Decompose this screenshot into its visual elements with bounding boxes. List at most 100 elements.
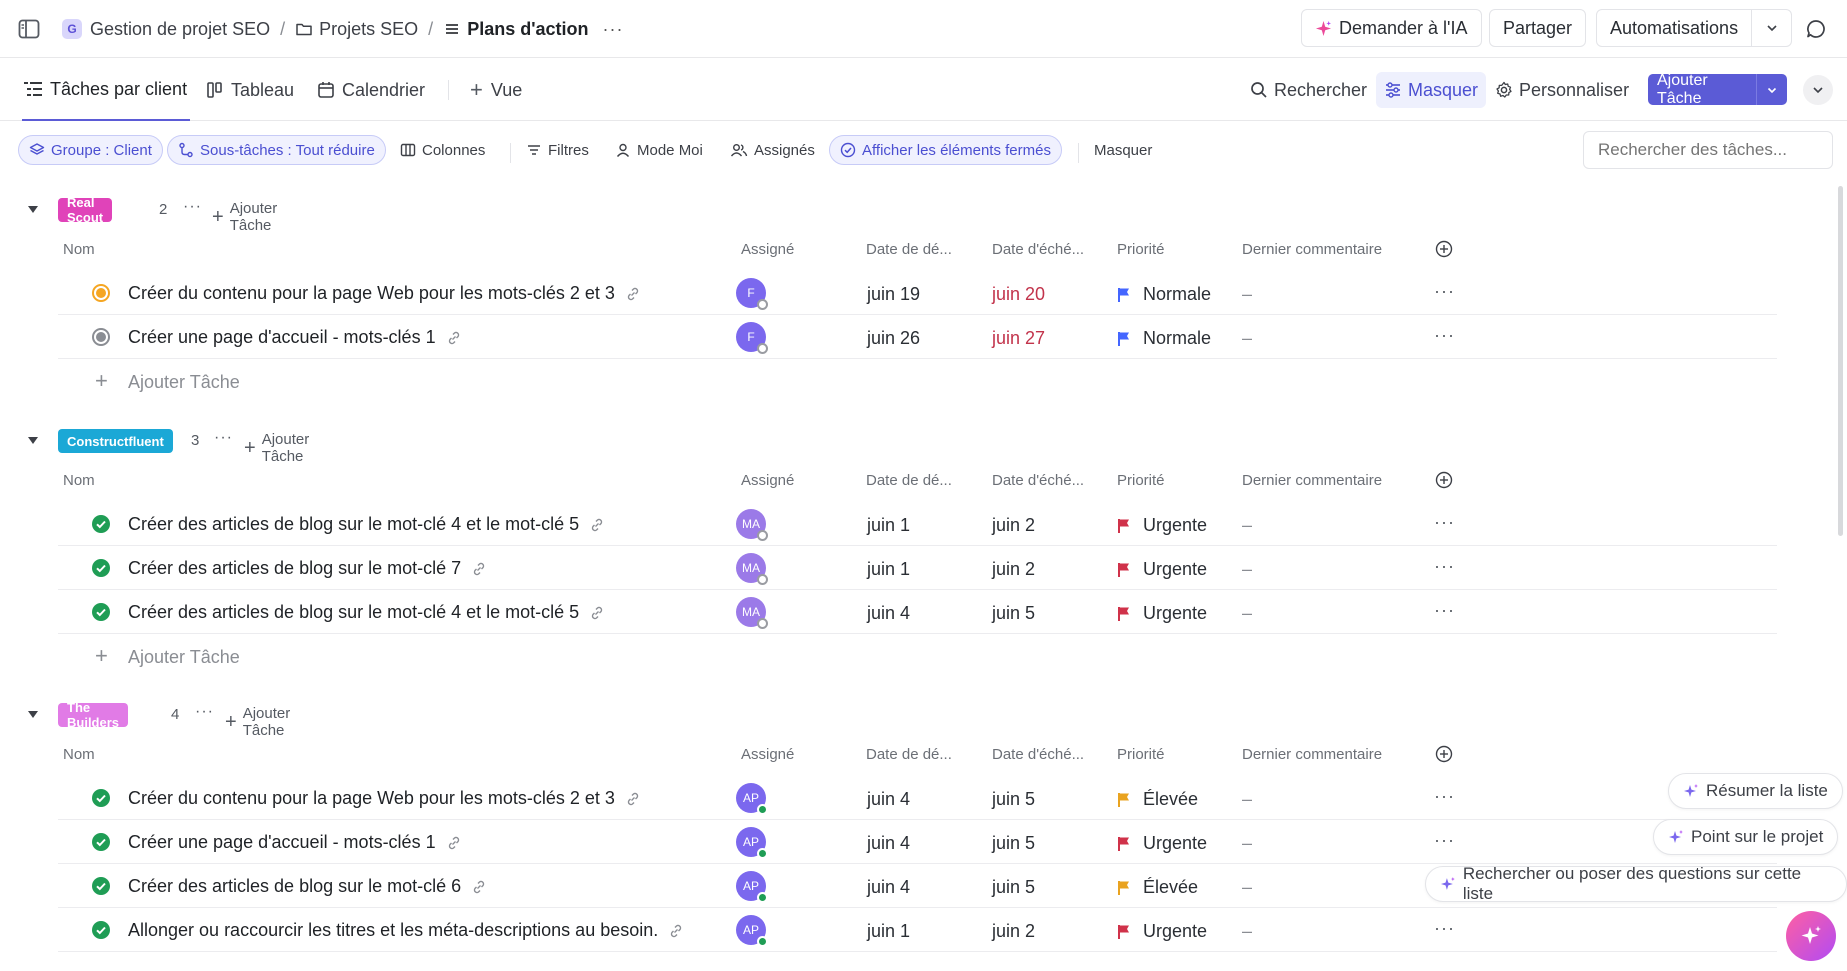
summarize-list-button[interactable]: Résumer la liste	[1668, 773, 1843, 809]
me-mode-button[interactable]: Mode Moi	[605, 135, 713, 165]
automations-button[interactable]: Automatisations	[1596, 9, 1752, 47]
automations-dropdown[interactable]	[1752, 9, 1792, 47]
column-assignee[interactable]: Assigné	[741, 241, 795, 258]
column-latest-comment[interactable]: Dernier commentaire	[1242, 241, 1383, 258]
link-icon[interactable]	[471, 879, 487, 895]
due-date[interactable]: juin 2	[992, 921, 1036, 941]
tab-calendar[interactable]: Calendrier	[316, 59, 425, 121]
priority-cell[interactable]: Urgente	[1117, 559, 1207, 580]
sidebar-toggle-icon[interactable]	[18, 19, 40, 39]
priority-cell[interactable]: Urgente	[1117, 603, 1207, 624]
task-name[interactable]: Allonger ou raccourcir les titres et les…	[128, 920, 659, 940]
start-date[interactable]: juin 1	[867, 559, 911, 579]
column-due-date[interactable]: Date d'éché...	[992, 746, 1085, 763]
subtasks-chip[interactable]: Sous-tâches : Tout réduire	[167, 135, 386, 165]
due-date[interactable]: juin 5	[992, 789, 1036, 809]
hide-button[interactable]: Masquer	[1376, 72, 1487, 108]
priority-cell[interactable]: Urgente	[1117, 515, 1207, 536]
task-name[interactable]: Créer une page d'accueil - mots-clés 1	[128, 327, 436, 347]
add-column-icon[interactable]	[1435, 240, 1453, 258]
column-latest-comment[interactable]: Dernier commentaire	[1242, 472, 1383, 489]
row-more-icon[interactable]: ···	[1434, 325, 1455, 345]
tab-tasks-by-client[interactable]: Tâches par client	[22, 59, 190, 121]
task-row[interactable]: Créer une page d'accueil - mots-clés 1 F…	[58, 315, 1777, 359]
column-assignee[interactable]: Assigné	[741, 472, 795, 489]
tab-board[interactable]: Tableau	[205, 59, 294, 121]
due-date[interactable]: juin 2	[992, 559, 1036, 579]
column-start-date[interactable]: Date de dé...	[866, 241, 952, 258]
link-icon[interactable]	[589, 605, 605, 621]
column-priority[interactable]: Priorité	[1117, 746, 1165, 763]
group-more-icon[interactable]: ···	[214, 429, 233, 446]
start-date[interactable]: juin 4	[867, 877, 911, 897]
start-date[interactable]: juin 4	[867, 603, 911, 623]
column-latest-comment[interactable]: Dernier commentaire	[1242, 746, 1383, 763]
breadcrumb-list[interactable]: Plans d'action	[467, 18, 589, 39]
task-name[interactable]: Créer du contenu pour la page Web pour l…	[128, 283, 615, 303]
column-assignee[interactable]: Assigné	[741, 746, 795, 763]
group-more-icon[interactable]: ···	[195, 703, 214, 720]
hide-filter-button[interactable]: Masquer	[1084, 135, 1162, 165]
task-row[interactable]: Créer des articles de blog sur le mot-cl…	[58, 590, 1777, 634]
priority-cell[interactable]: Élevée	[1117, 877, 1198, 898]
scrollbar[interactable]	[1838, 186, 1843, 536]
avatar[interactable]: F	[736, 322, 768, 354]
task-name[interactable]: Créer des articles de blog sur le mot-cl…	[128, 876, 462, 896]
task-row[interactable]: Créer des articles de blog sur le mot-cl…	[58, 546, 1777, 590]
link-icon[interactable]	[668, 923, 684, 939]
priority-cell[interactable]: Élevée	[1117, 789, 1198, 810]
avatar[interactable]: MA	[736, 597, 768, 629]
breadcrumb-space[interactable]: Gestion de projet SEO	[90, 18, 271, 39]
column-name[interactable]: Nom	[63, 241, 95, 258]
share-button[interactable]: Partager	[1489, 9, 1587, 47]
start-date[interactable]: juin 26	[867, 328, 921, 348]
task-row[interactable]: Créer du contenu pour la page Web pour l…	[58, 271, 1777, 315]
start-date[interactable]: juin 4	[867, 789, 911, 809]
avatar[interactable]: AP	[736, 783, 768, 815]
chat-icon[interactable]	[1805, 18, 1827, 40]
avatar[interactable]: F	[736, 278, 768, 310]
avatar[interactable]: MA	[736, 509, 768, 541]
project-standup-button[interactable]: Point sur le projet	[1653, 819, 1839, 855]
add-task-row[interactable]: + Ajouter Tâche	[58, 634, 458, 678]
caret-down-icon[interactable]	[27, 205, 39, 215]
add-column-icon[interactable]	[1435, 471, 1453, 489]
search-button[interactable]: Rechercher	[1242, 72, 1375, 108]
group-add-task-button[interactable]: + Ajouter Tâche	[244, 431, 309, 465]
columns-button[interactable]: Colonnes	[390, 135, 495, 165]
done-status-icon[interactable]	[92, 515, 110, 533]
start-date[interactable]: juin 1	[867, 921, 911, 941]
link-icon[interactable]	[471, 561, 487, 577]
in-progress-status-icon[interactable]	[92, 284, 110, 302]
task-name[interactable]: Créer une page d'accueil - mots-clés 1	[128, 832, 436, 852]
workspace-avatar[interactable]: G	[62, 19, 82, 39]
avatar[interactable]: AP	[736, 915, 768, 947]
link-icon[interactable]	[446, 330, 462, 346]
column-due-date[interactable]: Date d'éché...	[992, 472, 1085, 489]
done-status-icon[interactable]	[92, 789, 110, 807]
task-row[interactable]: Créer des articles de blog sur le mot-cl…	[58, 864, 1777, 908]
row-more-icon[interactable]: ···	[1434, 918, 1455, 938]
show-closed-chip[interactable]: Afficher les éléments fermés	[829, 135, 1062, 165]
due-date[interactable]: juin 27	[992, 328, 1046, 348]
row-more-icon[interactable]: ···	[1434, 281, 1455, 301]
link-icon[interactable]	[625, 286, 641, 302]
start-date[interactable]: juin 19	[867, 284, 921, 304]
column-due-date[interactable]: Date d'éché...	[992, 241, 1085, 258]
start-date[interactable]: juin 4	[867, 833, 911, 853]
row-more-icon[interactable]: ···	[1434, 512, 1455, 532]
group-badge[interactable]: The Builders	[58, 700, 129, 730]
column-name[interactable]: Nom	[63, 472, 95, 489]
due-date[interactable]: juin 2	[992, 515, 1036, 535]
add-task-dropdown[interactable]	[1756, 74, 1787, 105]
priority-cell[interactable]: Urgente	[1117, 833, 1207, 854]
row-more-icon[interactable]: ···	[1434, 556, 1455, 576]
group-add-task-button[interactable]: + Ajouter Tâche	[212, 200, 277, 234]
ai-assistant-button[interactable]	[1786, 911, 1836, 961]
done-status-icon[interactable]	[92, 833, 110, 851]
priority-cell[interactable]: Urgente	[1117, 921, 1207, 942]
column-priority[interactable]: Priorité	[1117, 241, 1165, 258]
link-icon[interactable]	[589, 517, 605, 533]
breadcrumb-folder[interactable]: Projets SEO	[319, 18, 419, 39]
due-date[interactable]: juin 5	[992, 603, 1036, 623]
